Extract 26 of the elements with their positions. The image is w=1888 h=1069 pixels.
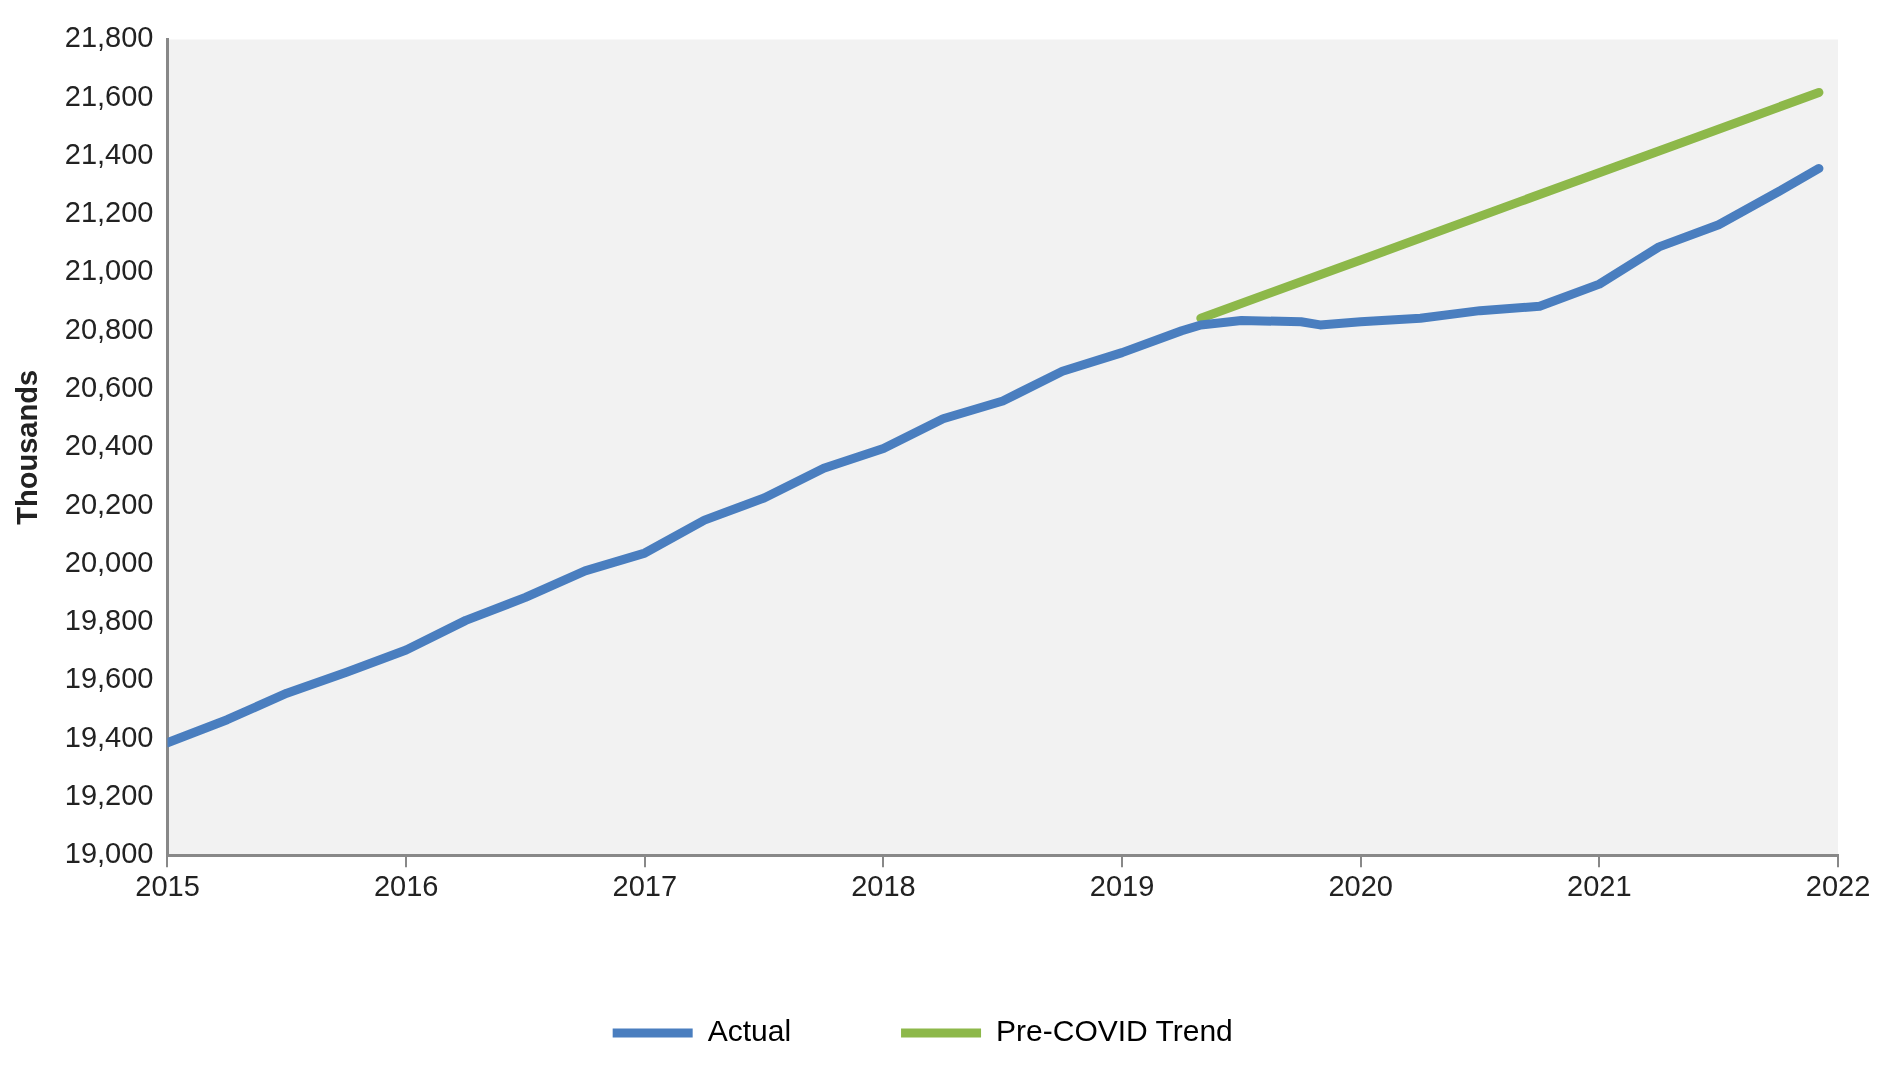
y-tick-label: 21,000 (64, 254, 154, 287)
y-tick-label: 19,600 (64, 662, 154, 695)
x-tick-label: 2016 (373, 869, 439, 902)
y-tick-label: 20,800 (64, 312, 154, 345)
y-tick-label: 19,400 (64, 720, 154, 753)
y-tick-label: 20,200 (64, 487, 154, 520)
x-tick-label: 2022 (1805, 869, 1871, 902)
y-tick-label: 20,600 (64, 371, 154, 404)
legend-label: Pre-COVID Trend (996, 1014, 1233, 1048)
y-tick-label: 21,600 (64, 79, 154, 112)
y-tick-label: 21,800 (64, 21, 154, 54)
x-tick-label: 2018 (851, 869, 916, 902)
x-tick-label: 2015 (135, 869, 200, 902)
x-tick-label: 2021 (1567, 869, 1632, 902)
y-tick-label: 20,400 (64, 429, 154, 462)
x-tick-label: 2017 (612, 869, 678, 902)
x-tick-label: 2019 (1089, 869, 1155, 902)
y-tick-label: 19,200 (64, 778, 154, 811)
y-tick-label: 19,000 (64, 837, 154, 870)
y-tick-label: 21,400 (64, 137, 154, 170)
y-tick-label: 21,200 (64, 196, 154, 229)
x-tick-label: 2020 (1328, 869, 1393, 902)
y-tick-label: 19,800 (64, 604, 154, 637)
legend-label: Actual (707, 1014, 792, 1048)
y-tick-label: 20,000 (64, 545, 154, 578)
y-axis-title: Thousands (11, 369, 44, 525)
